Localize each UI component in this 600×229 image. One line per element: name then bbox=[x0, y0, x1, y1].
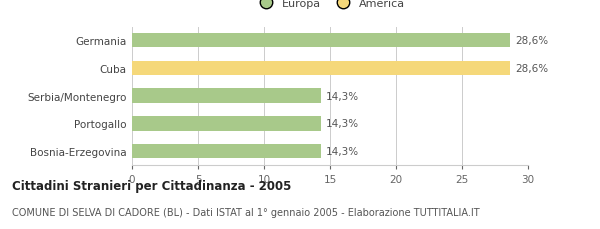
Legend: Europa, America: Europa, America bbox=[251, 0, 409, 13]
Text: Cittadini Stranieri per Cittadinanza - 2005: Cittadini Stranieri per Cittadinanza - 2… bbox=[12, 179, 292, 192]
Text: 14,3%: 14,3% bbox=[326, 91, 359, 101]
Text: 28,6%: 28,6% bbox=[515, 64, 548, 74]
Bar bbox=[132, 34, 509, 48]
Bar bbox=[132, 117, 321, 131]
Text: 28,6%: 28,6% bbox=[515, 36, 548, 46]
Bar bbox=[132, 61, 509, 76]
Text: COMUNE DI SELVA DI CADORE (BL) - Dati ISTAT al 1° gennaio 2005 - Elaborazione TU: COMUNE DI SELVA DI CADORE (BL) - Dati IS… bbox=[12, 207, 479, 217]
Bar bbox=[132, 144, 321, 159]
Bar bbox=[132, 89, 321, 103]
Text: 14,3%: 14,3% bbox=[326, 119, 359, 129]
Text: 14,3%: 14,3% bbox=[326, 147, 359, 156]
